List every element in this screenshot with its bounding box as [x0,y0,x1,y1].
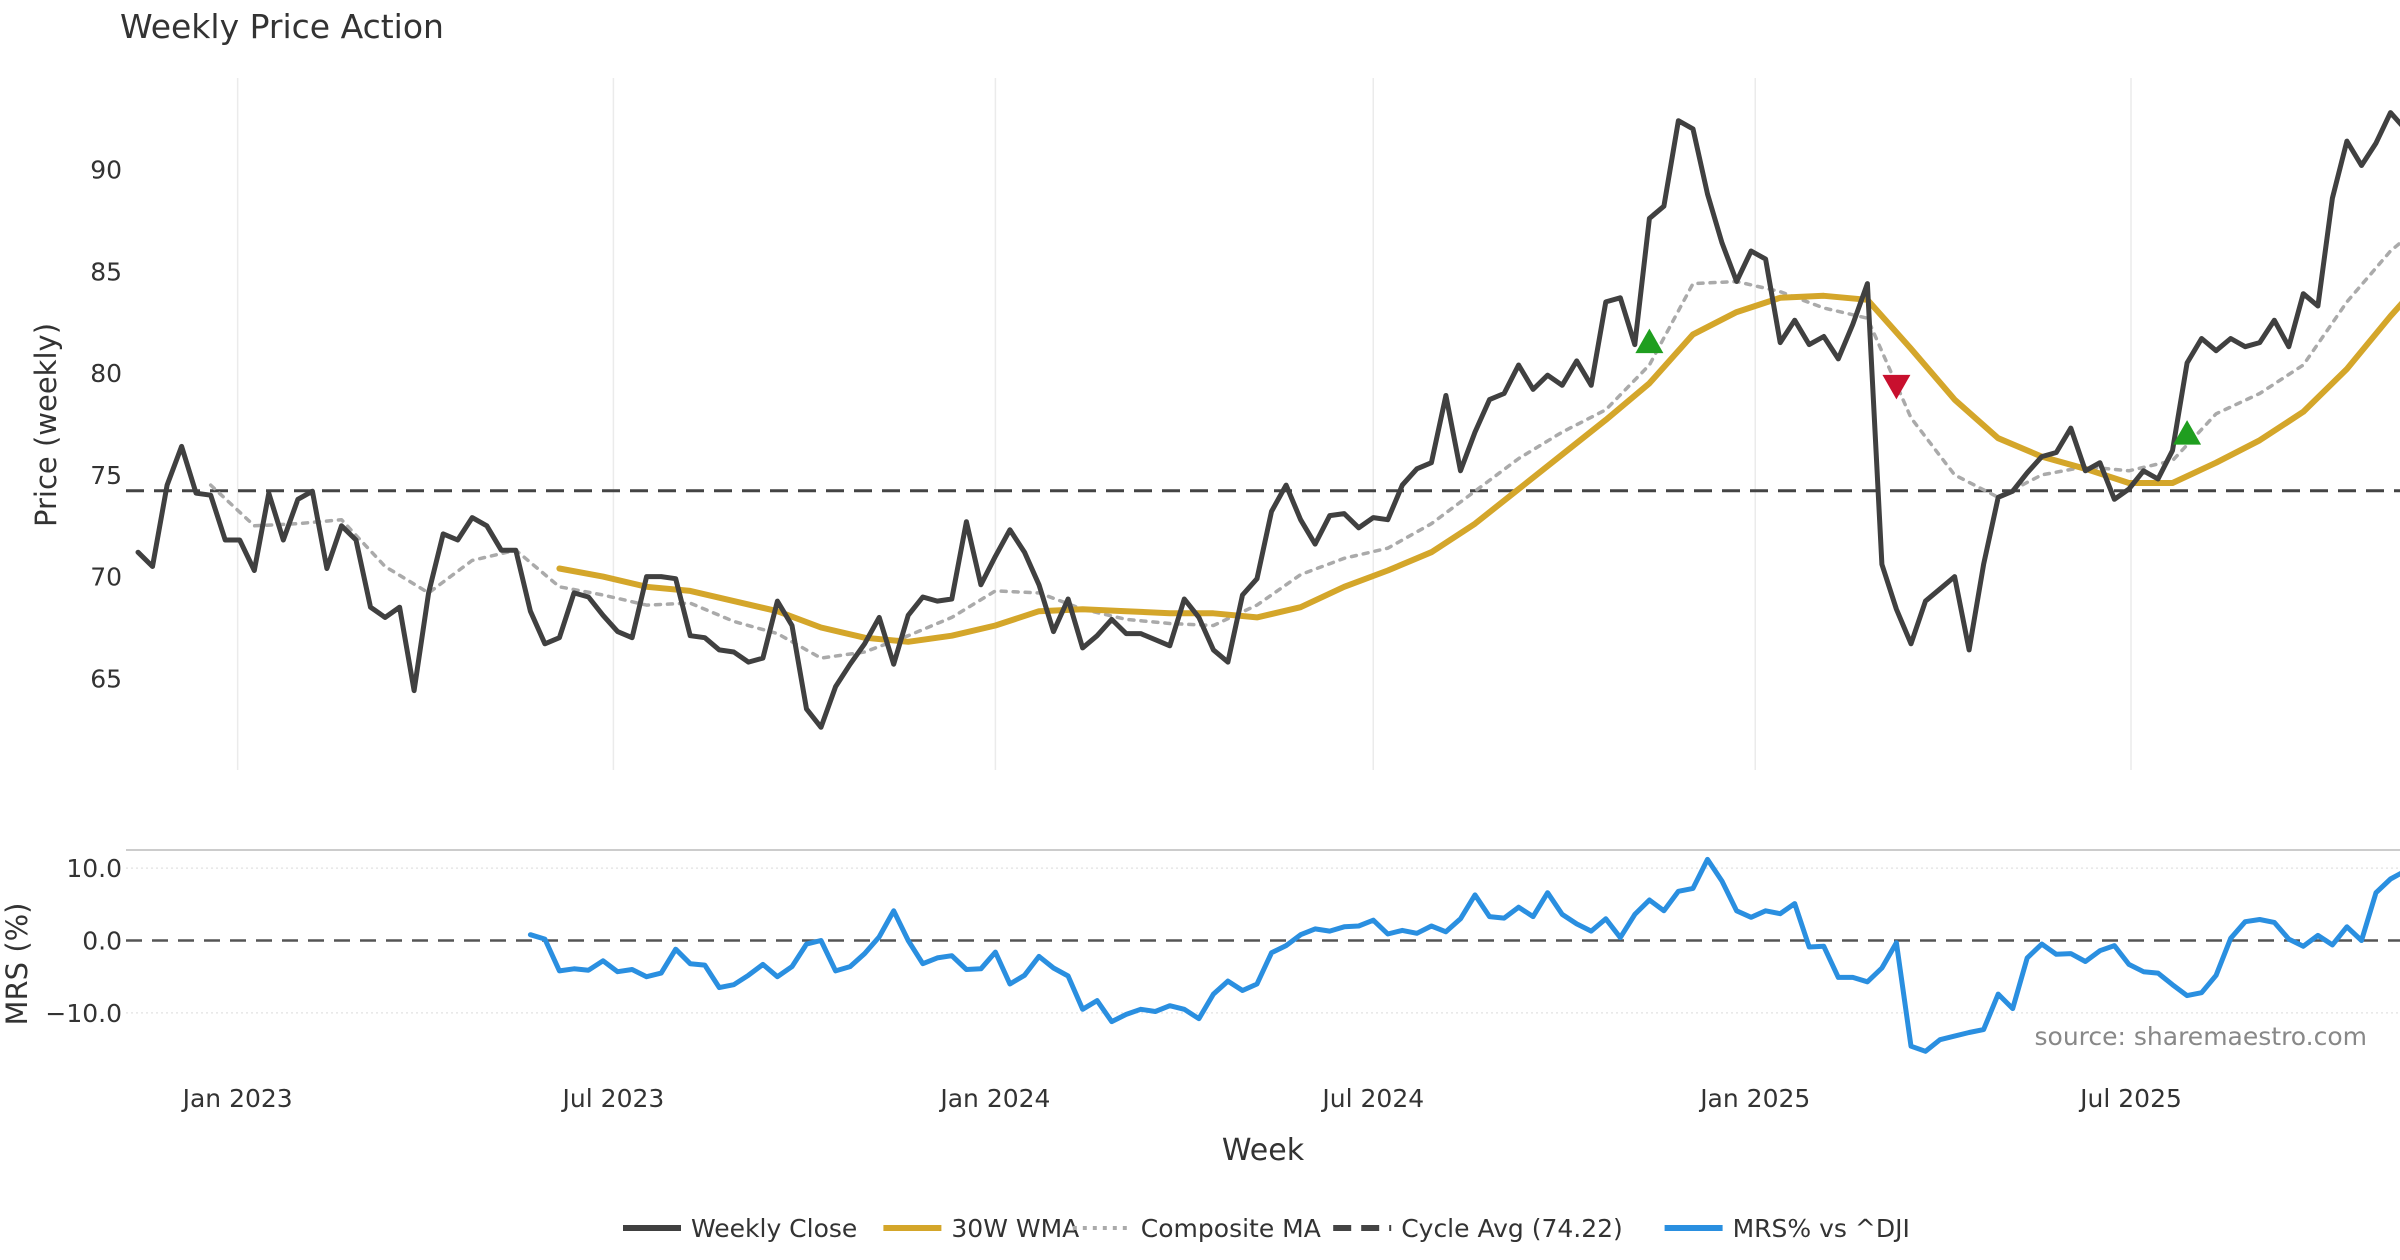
mrs-grid [126,867,2400,1014]
signal-markers [1635,328,2202,445]
composite-ma-line [208,240,2400,660]
legend-label: Weekly Close [691,1214,857,1243]
price-y-tick-label: 80 [90,359,122,388]
source-note: source: sharemaestro.com [2035,1022,2368,1051]
price-grid [236,78,2132,770]
mrs-y-ticks: 10.0 0.0 −10.0 [45,854,122,1028]
weekly-close-line [135,110,2400,730]
price-y-tick-label: 85 [90,257,122,286]
mrs-y-tick-label: 10.0 [66,854,122,883]
x-tick-label: Jul 2025 [2078,1084,2182,1113]
x-tick-labels: Jan 2023 Jul 2023 Jan 2024 Jul 2024 Jan 2025… [181,1084,2182,1113]
mrs-y-tick-label: 0.0 [82,927,122,956]
mrs-y-axis-label: MRS (%) [0,903,34,1026]
buy-signal-marker [1635,328,1664,354]
legend-label: Cycle Avg (74.22) [1401,1214,1623,1243]
mrs-line [527,856,2400,1054]
price-y-tick-label: 75 [90,461,122,490]
sell-signal-marker [1882,374,1911,400]
x-tick-label: Jan 2023 [181,1084,293,1113]
wma-30w-line [556,292,2400,645]
legend-label: MRS% vs ^DJI [1733,1214,1910,1243]
price-y-tick-label: 70 [90,563,122,592]
price-y-axis-label: Price (weekly) [29,323,63,527]
x-axis-label: Week [1222,1133,1305,1168]
x-tick-label: Jul 2024 [1320,1084,1424,1113]
x-tick-label: Jan 2025 [1698,1084,1810,1113]
mrs-series [527,856,2400,1054]
price-y-tick-label: 65 [90,664,122,693]
legend: Weekly Close 30W WMA Composite MA Cycle Avg… [623,1214,1910,1243]
price-y-ticks: 65 70 75 80 85 90 [90,156,122,694]
price-y-tick-label: 90 [90,156,122,185]
buy-signal-marker [2173,420,2202,445]
x-tick-label: Jul 2023 [561,1084,665,1113]
legend-label: Composite MA [1141,1214,1321,1243]
mrs-y-tick-label: −10.0 [45,999,122,1028]
price-series [126,110,2400,730]
x-tick-label: Jan 2024 [938,1084,1050,1113]
legend-label: 30W WMA [951,1214,1079,1243]
chart-title: Weekly Price Action [120,7,444,46]
